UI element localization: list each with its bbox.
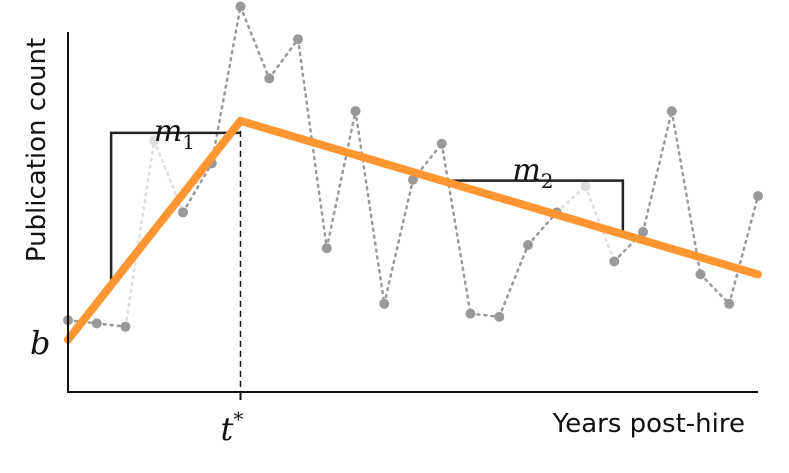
data-point xyxy=(91,318,102,329)
slope-2-label: m2 xyxy=(512,153,553,193)
dotted-segment xyxy=(584,184,616,263)
data-point xyxy=(695,269,706,280)
intercept-label: b xyxy=(30,324,50,362)
data-point xyxy=(379,298,390,309)
data-point xyxy=(293,34,303,45)
data-point xyxy=(408,174,418,185)
dotted-segment xyxy=(555,184,587,214)
data-point xyxy=(436,138,447,149)
data-point xyxy=(494,311,505,322)
fit-line xyxy=(64,116,762,344)
data-point xyxy=(523,240,533,250)
dotted-segment xyxy=(670,109,702,276)
dotted-segment xyxy=(354,109,386,306)
data-point xyxy=(580,181,591,192)
dotted-segment xyxy=(210,5,242,165)
slope-1-bracket xyxy=(109,131,241,286)
data-point xyxy=(753,191,763,201)
dotted-segment xyxy=(268,37,300,80)
y-axis-label: Publication count xyxy=(22,38,52,262)
data-point xyxy=(235,1,246,12)
data-point xyxy=(264,73,275,84)
dotted-segment xyxy=(325,109,357,250)
data-point xyxy=(666,106,677,117)
data-markers xyxy=(63,1,763,332)
x-axis-label: Years post-hire xyxy=(552,409,745,439)
data-point xyxy=(321,243,332,254)
data-point xyxy=(724,298,735,309)
data-point xyxy=(609,256,620,267)
dotted-segment xyxy=(641,109,673,234)
dotted-segment xyxy=(124,139,156,328)
data-point xyxy=(350,106,361,117)
dotted-segment xyxy=(181,162,213,214)
breakpoint-label: t* xyxy=(221,407,244,448)
dotted-segment xyxy=(526,211,558,247)
dotted-segment xyxy=(699,273,731,306)
data-point xyxy=(638,226,648,237)
dotted-segment xyxy=(728,194,760,306)
dotted-series xyxy=(66,5,760,328)
data-point xyxy=(149,135,160,146)
dotted-segment xyxy=(383,178,415,306)
data-point xyxy=(465,308,476,319)
slope-brackets xyxy=(109,131,625,286)
data-point xyxy=(178,207,188,218)
data-point xyxy=(120,321,131,332)
dotted-segment xyxy=(440,142,472,315)
dotted-segment xyxy=(239,5,271,80)
slope-2-bracket xyxy=(441,179,625,235)
dotted-segment xyxy=(498,243,530,319)
slope-1-label: m1 xyxy=(154,114,195,154)
